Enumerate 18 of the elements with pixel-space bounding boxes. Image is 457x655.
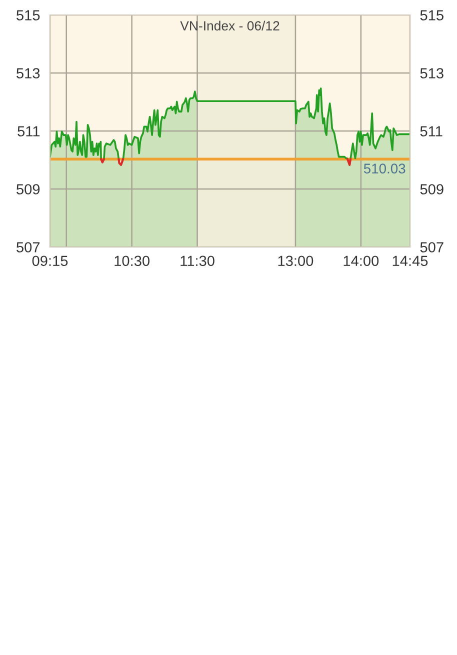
y2-tick-label: 507 — [420, 242, 444, 252]
x-tick-label: 11:30 — [180, 256, 214, 266]
y-tick-label: 507 — [16, 242, 40, 252]
y-tick-label: 511 — [18, 126, 40, 136]
y2-tick-label: 509 — [420, 184, 444, 194]
x-tick-label: 14:45 — [392, 256, 428, 266]
y-tick-label: 509 — [16, 184, 40, 194]
y2-tick-label: 513 — [420, 68, 444, 78]
x-tick-label: 09:15 — [32, 256, 68, 266]
chart-title: VN-Index - 06/12 — [180, 20, 280, 30]
x-tick-label: 14:00 — [344, 256, 379, 266]
y2-tick-label: 511 — [420, 126, 442, 136]
ref-line-label: 510.03 — [364, 164, 406, 174]
y-tick-label: 513 — [16, 68, 40, 78]
x-tick-label: 13:00 — [278, 256, 314, 266]
y2-tick-label: 515 — [420, 10, 444, 20]
x-tick-label: 10:30 — [114, 256, 150, 266]
y-tick-label: 515 — [16, 10, 40, 20]
